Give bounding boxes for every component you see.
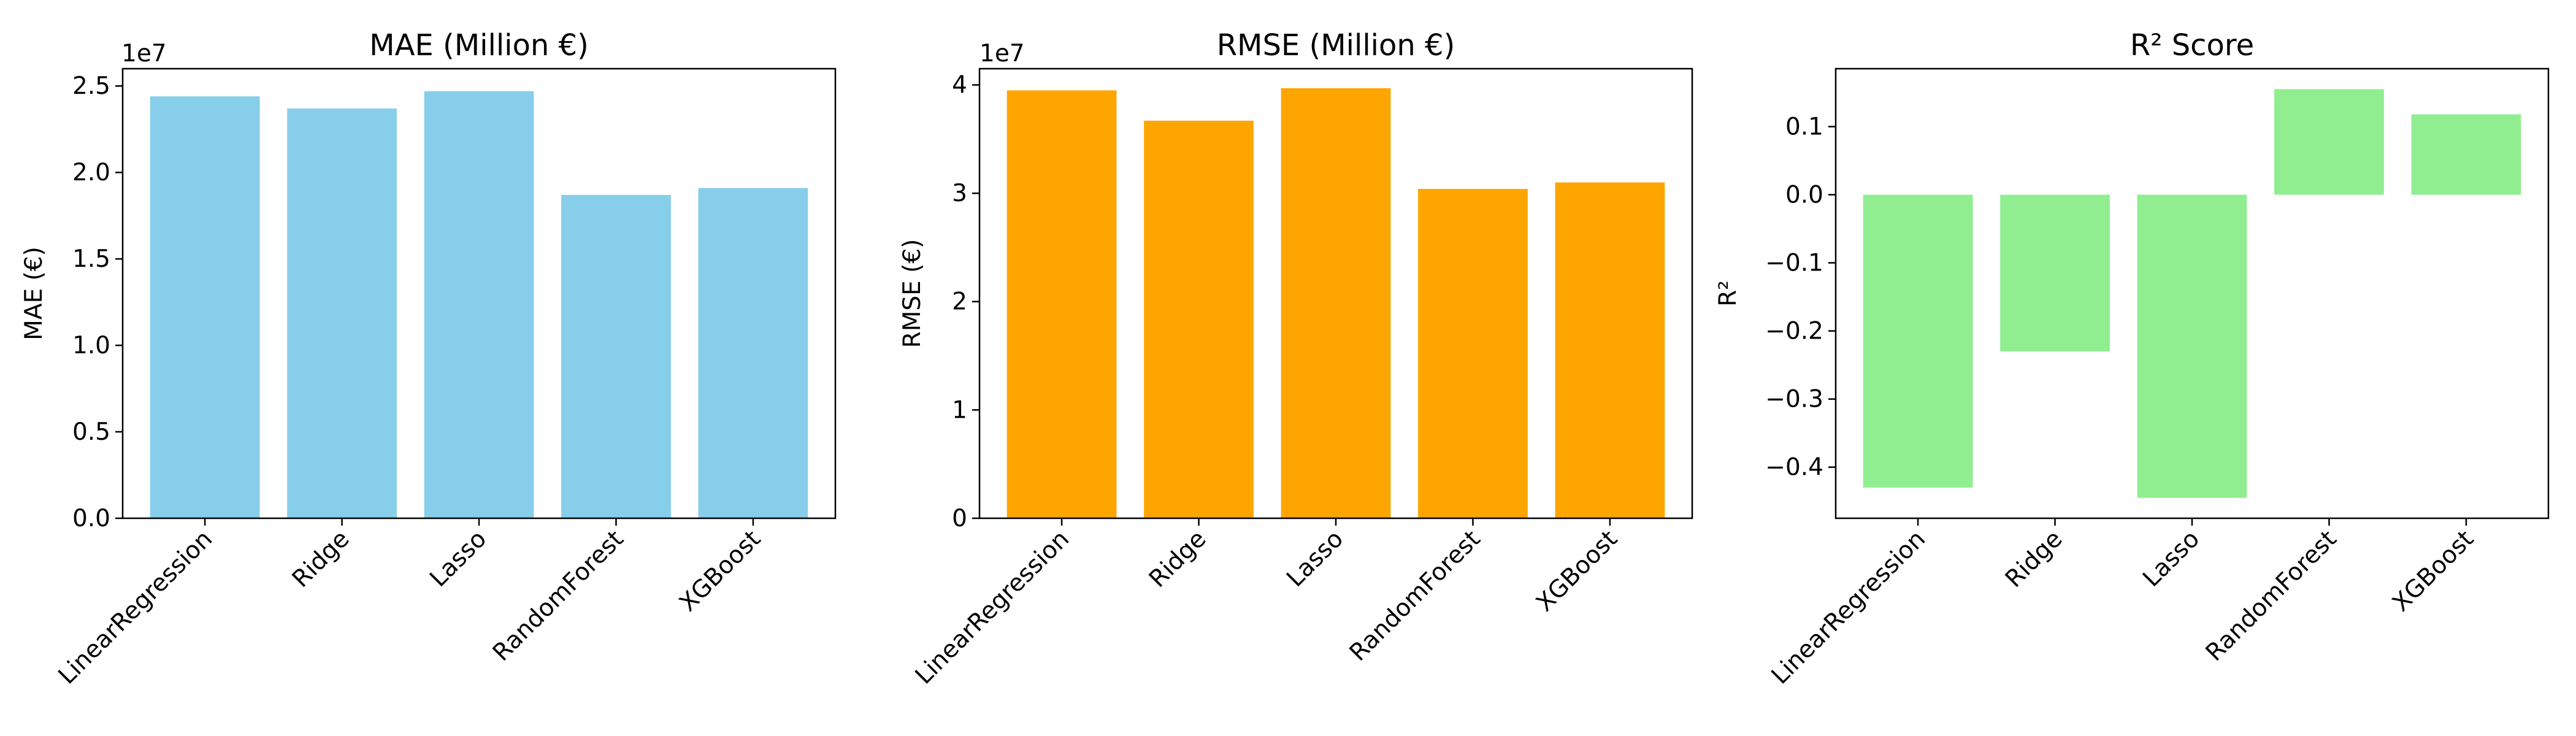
bar-ridge bbox=[1144, 120, 1254, 519]
bar-randomforest bbox=[2274, 89, 2384, 195]
bar-xgboost bbox=[2411, 114, 2521, 195]
plot-frame bbox=[1834, 67, 2550, 519]
bar-ridge bbox=[2000, 194, 2110, 351]
bar-lasso bbox=[2137, 194, 2247, 498]
plot-frame bbox=[121, 67, 837, 519]
y-tick-label: −0.2 bbox=[1765, 318, 1823, 345]
bar-linearregression bbox=[150, 96, 260, 519]
y-tick-label: 0.5 bbox=[72, 418, 110, 446]
bar-linearregression bbox=[1863, 194, 1973, 488]
y-axis-offset-label: 1e7 bbox=[121, 40, 167, 67]
y-axis-label: R² bbox=[1714, 280, 1742, 307]
bar-xgboost bbox=[1555, 182, 1665, 518]
bar-lasso bbox=[1281, 88, 1391, 518]
bar-randomforest bbox=[561, 194, 671, 518]
y-tick-label: 0 bbox=[952, 505, 967, 532]
chart-title: R² Score bbox=[2130, 28, 2254, 63]
y-axis-ticks: 0.0 0.5 1.0 1.5 2.0 2.5 bbox=[72, 72, 123, 532]
y-axis-offset-label: 1e7 bbox=[979, 40, 1025, 67]
y-tick-label: 0.0 bbox=[1785, 181, 1823, 209]
y-tick-label: 0.0 bbox=[72, 505, 110, 532]
mae-chart-panel: MAE (Million €) 1e7 MAE (€) 0.0 0.5 1.0 1.5… bbox=[20, 28, 837, 690]
y-axis-ticks: −0.4 −0.3 −0.2 −0.1 0.0 0.1 bbox=[1765, 113, 1836, 481]
y-tick-label: 0.1 bbox=[1785, 113, 1823, 140]
bar-linearregression bbox=[1006, 90, 1117, 518]
bar-group bbox=[1006, 88, 1665, 519]
bar-group bbox=[1863, 89, 2521, 498]
y-tick-label: 2.0 bbox=[72, 159, 110, 186]
bar-ridge bbox=[287, 108, 397, 519]
y-tick-label: 4 bbox=[952, 71, 967, 99]
y-axis-ticks: 0 1 2 3 4 bbox=[952, 71, 979, 532]
chart-title: RMSE (Million €) bbox=[1217, 28, 1455, 63]
y-tick-label: 1 bbox=[952, 396, 967, 424]
y-axis-label: MAE (€) bbox=[20, 247, 48, 340]
y-tick-label: 2.5 bbox=[72, 72, 110, 100]
y-tick-label: 1.0 bbox=[72, 332, 110, 359]
plot-frame bbox=[978, 67, 1693, 519]
chart-title: MAE (Million €) bbox=[369, 28, 589, 63]
y-tick-label: 1.5 bbox=[72, 245, 110, 273]
y-tick-label: −0.4 bbox=[1765, 454, 1823, 481]
y-tick-label: 2 bbox=[952, 288, 967, 316]
bar-xgboost bbox=[698, 188, 808, 518]
bar-group bbox=[150, 91, 808, 519]
bar-randomforest bbox=[1418, 189, 1528, 518]
y-axis-label: RMSE (€) bbox=[899, 239, 926, 348]
bar-lasso bbox=[424, 91, 534, 518]
y-tick-label: −0.1 bbox=[1765, 250, 1823, 277]
y-tick-label: −0.3 bbox=[1765, 386, 1823, 413]
y-tick-label: 3 bbox=[952, 180, 967, 207]
